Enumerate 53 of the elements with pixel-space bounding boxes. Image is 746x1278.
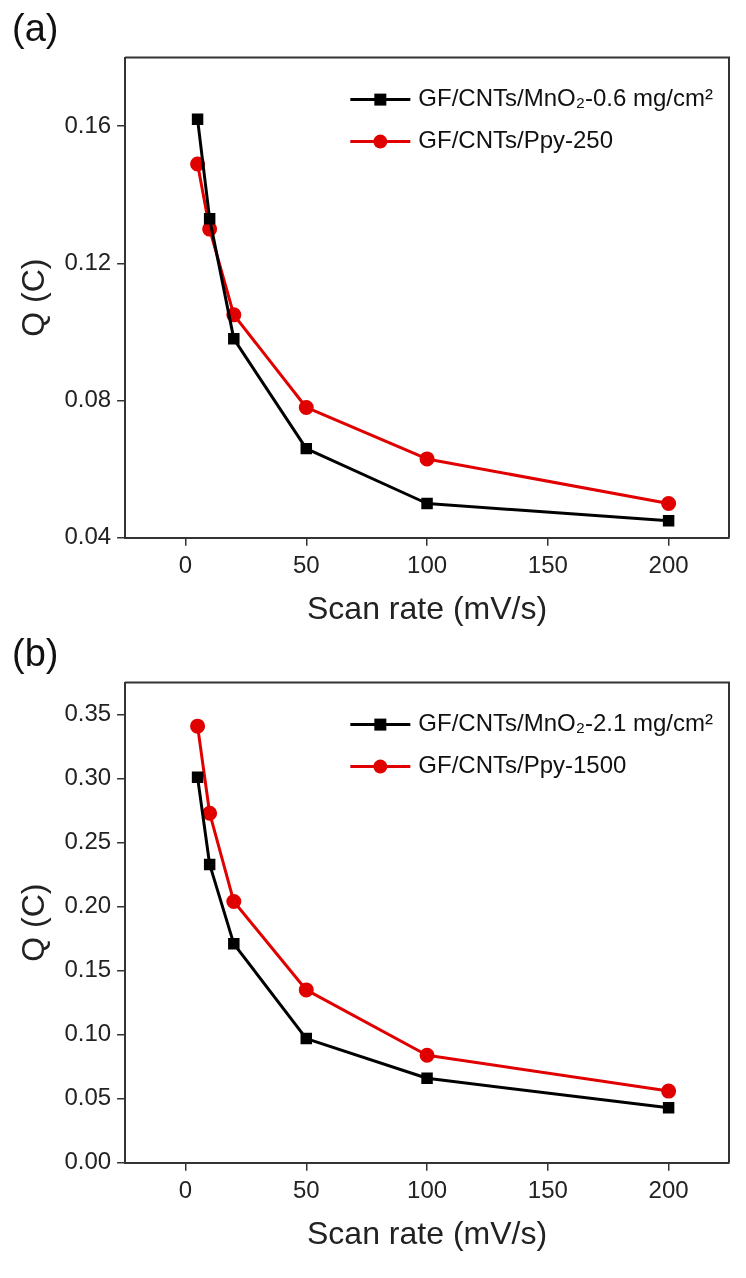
point <box>190 718 206 734</box>
point <box>203 858 216 871</box>
chart-title: (b) <box>12 632 59 675</box>
chart-title: (a) <box>12 7 59 50</box>
x-tick-label: 200 <box>648 1175 689 1203</box>
y-tick-label: 0.16 <box>64 110 112 138</box>
x-tick-label: 0 <box>178 550 193 578</box>
y-tick-label: 0.04 <box>64 522 112 550</box>
point <box>300 1032 313 1045</box>
point <box>203 213 216 225</box>
x-tick-label: 100 <box>407 550 448 578</box>
point <box>226 894 242 910</box>
point <box>298 982 314 998</box>
y-tick-label: 0.20 <box>64 891 112 919</box>
y-tick-label: 0.10 <box>64 1019 112 1047</box>
point <box>228 938 240 950</box>
x-axis-title: Scan rate (mV/s) <box>307 1214 548 1251</box>
point <box>421 1072 433 1085</box>
point <box>202 805 218 821</box>
point <box>191 771 204 784</box>
point <box>191 113 204 126</box>
y-tick-label: 0.30 <box>64 763 112 791</box>
legend-label: GF/CNTs/MnO₂-2.1 mg/cm² <box>418 709 714 737</box>
x-tick-label: 50 <box>292 1175 320 1203</box>
x-tick-label: 0 <box>178 1175 193 1203</box>
x-axis-title: Scan rate (mV/s) <box>307 589 548 626</box>
point <box>661 1083 677 1099</box>
y-tick-label: 0.00 <box>64 1147 112 1175</box>
y-axis-title: Q (C) <box>15 258 52 337</box>
x-tick-label: 150 <box>527 550 568 578</box>
y-tick-label: 0.08 <box>64 385 112 413</box>
point <box>300 442 313 455</box>
y-tick-label: 0.12 <box>64 248 112 276</box>
x-tick-label: 150 <box>527 1175 568 1203</box>
x-tick-label: 50 <box>292 550 320 578</box>
point <box>421 497 433 510</box>
y-axis-title: Q (C) <box>15 883 52 962</box>
point <box>419 1047 435 1063</box>
y-tick-label: 0.05 <box>64 1083 112 1111</box>
y-tick-label: 0.15 <box>64 955 112 983</box>
y-tick-label: 0.35 <box>64 699 112 727</box>
x-tick-label: 200 <box>648 550 689 578</box>
point <box>298 399 314 415</box>
y-tick-label: 0.25 <box>64 827 112 855</box>
point <box>661 496 677 511</box>
point <box>662 514 675 527</box>
legend-label: GF/CNTs/Ppy-250 <box>418 126 614 154</box>
point <box>228 333 240 345</box>
legend-label: GF/CNTs/MnO₂-0.6 mg/cm² <box>418 84 714 112</box>
legend-label: GF/CNTs/Ppy-1500 <box>418 751 627 779</box>
x-tick-label: 100 <box>407 1175 448 1203</box>
point <box>419 451 435 467</box>
point <box>662 1101 675 1114</box>
